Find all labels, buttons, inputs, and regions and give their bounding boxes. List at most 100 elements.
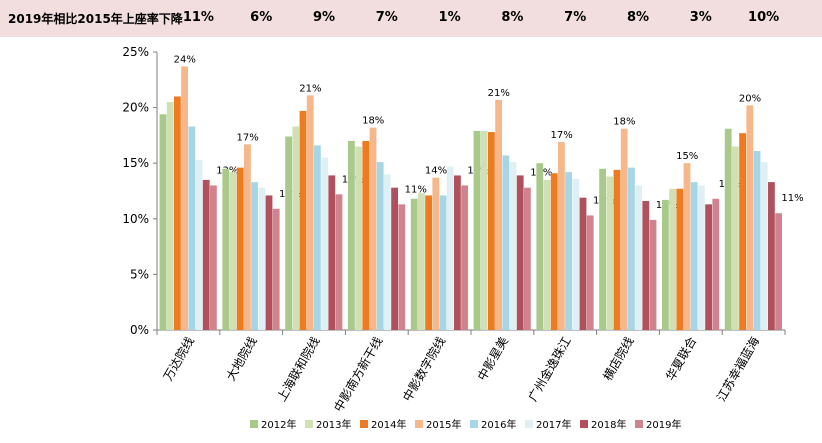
bar [222, 168, 230, 330]
bar [418, 193, 425, 330]
bar [732, 146, 739, 330]
category-label: 大地院线 [224, 335, 260, 384]
bar [321, 157, 328, 330]
bar [384, 174, 391, 330]
legend-swatch [525, 420, 533, 428]
bar [543, 179, 551, 330]
bar [369, 127, 377, 330]
category-label: 广州金逸珠江 [525, 334, 574, 404]
bar [454, 175, 461, 330]
summary-value: 6% [250, 10, 273, 25]
bar [181, 66, 188, 331]
bar [662, 199, 669, 330]
bar [244, 144, 251, 330]
summary-value: 1% [438, 10, 461, 25]
bar [328, 175, 336, 330]
bar [649, 219, 657, 330]
summary-value: 11% [182, 10, 214, 25]
bar [258, 187, 266, 330]
summary-value: 7% [375, 10, 398, 25]
bar [195, 159, 203, 330]
bar [473, 130, 481, 330]
bar [432, 177, 440, 330]
legend-swatch [360, 420, 368, 428]
bar [558, 142, 565, 330]
category-label: 中影星美 [474, 334, 511, 383]
bar [251, 182, 258, 330]
bar [760, 162, 768, 330]
summary-value: 9% [312, 10, 336, 25]
y-tick-label: 0% [130, 323, 149, 337]
bar [705, 204, 712, 330]
bar [495, 99, 502, 330]
bar [746, 105, 754, 330]
bar [635, 185, 642, 330]
bar [739, 133, 746, 330]
bar [676, 188, 684, 330]
data-label: 14% [425, 166, 447, 177]
bar [620, 128, 628, 330]
legend-label: 2016年 [481, 418, 516, 431]
bar [502, 155, 510, 330]
summary-value: 8% [501, 10, 524, 25]
data-label: 24% [174, 54, 196, 65]
bar [579, 197, 587, 330]
bar [724, 128, 732, 330]
legend-label: 2013年 [316, 418, 351, 431]
bar [613, 169, 621, 330]
legend-label: 2017年 [536, 418, 571, 431]
bar [299, 110, 307, 330]
y-tick-label: 15% [122, 156, 149, 170]
bar [550, 173, 558, 330]
bar [606, 176, 614, 330]
bar [272, 208, 280, 330]
bar [775, 213, 782, 330]
bar [159, 114, 167, 330]
bar [768, 182, 775, 330]
bar [698, 185, 705, 330]
bar [174, 96, 181, 330]
category-label: 万达院线 [161, 335, 197, 384]
bar [565, 172, 572, 330]
bar [642, 201, 650, 330]
category-label: 华夏联合 [662, 334, 699, 383]
summary-band: 2019年相比2015年上座率下降 11% 6% 9% 7% 1% 8% 7% 8% 3% 10% [0, 0, 822, 37]
bar [376, 162, 384, 330]
bar [461, 185, 468, 330]
y-tick-label: 25% [122, 45, 149, 59]
bar [202, 179, 210, 330]
bar [446, 166, 454, 330]
bar [669, 188, 676, 330]
data-label: 11% [405, 184, 427, 195]
bar [753, 150, 761, 330]
bar [188, 126, 196, 330]
bar [362, 140, 370, 330]
bar [572, 178, 580, 330]
bar [285, 136, 292, 330]
summary-value: 8% [626, 10, 650, 25]
data-label: 21% [299, 83, 321, 94]
summary-value: 3% [689, 10, 712, 25]
bar [425, 195, 432, 330]
category-label: 横店院线 [600, 335, 636, 384]
bar [488, 132, 495, 330]
bar [439, 195, 447, 330]
data-label: 21% [488, 88, 510, 99]
category-label: 中影南方新干线 [330, 334, 385, 414]
bar [335, 194, 343, 330]
data-label: 18% [362, 116, 384, 127]
data-label: 11% [781, 193, 803, 204]
bar [683, 163, 691, 330]
category-label: 上海联和院线 [274, 334, 323, 404]
bar [314, 145, 321, 330]
bar [236, 167, 244, 330]
summary-value: 10% [748, 10, 780, 25]
data-label: 20% [739, 93, 761, 104]
bar [355, 146, 362, 330]
bar [391, 187, 398, 330]
bar [509, 162, 517, 330]
bar [292, 126, 300, 330]
legend-swatch [470, 420, 478, 428]
bar [398, 204, 406, 330]
